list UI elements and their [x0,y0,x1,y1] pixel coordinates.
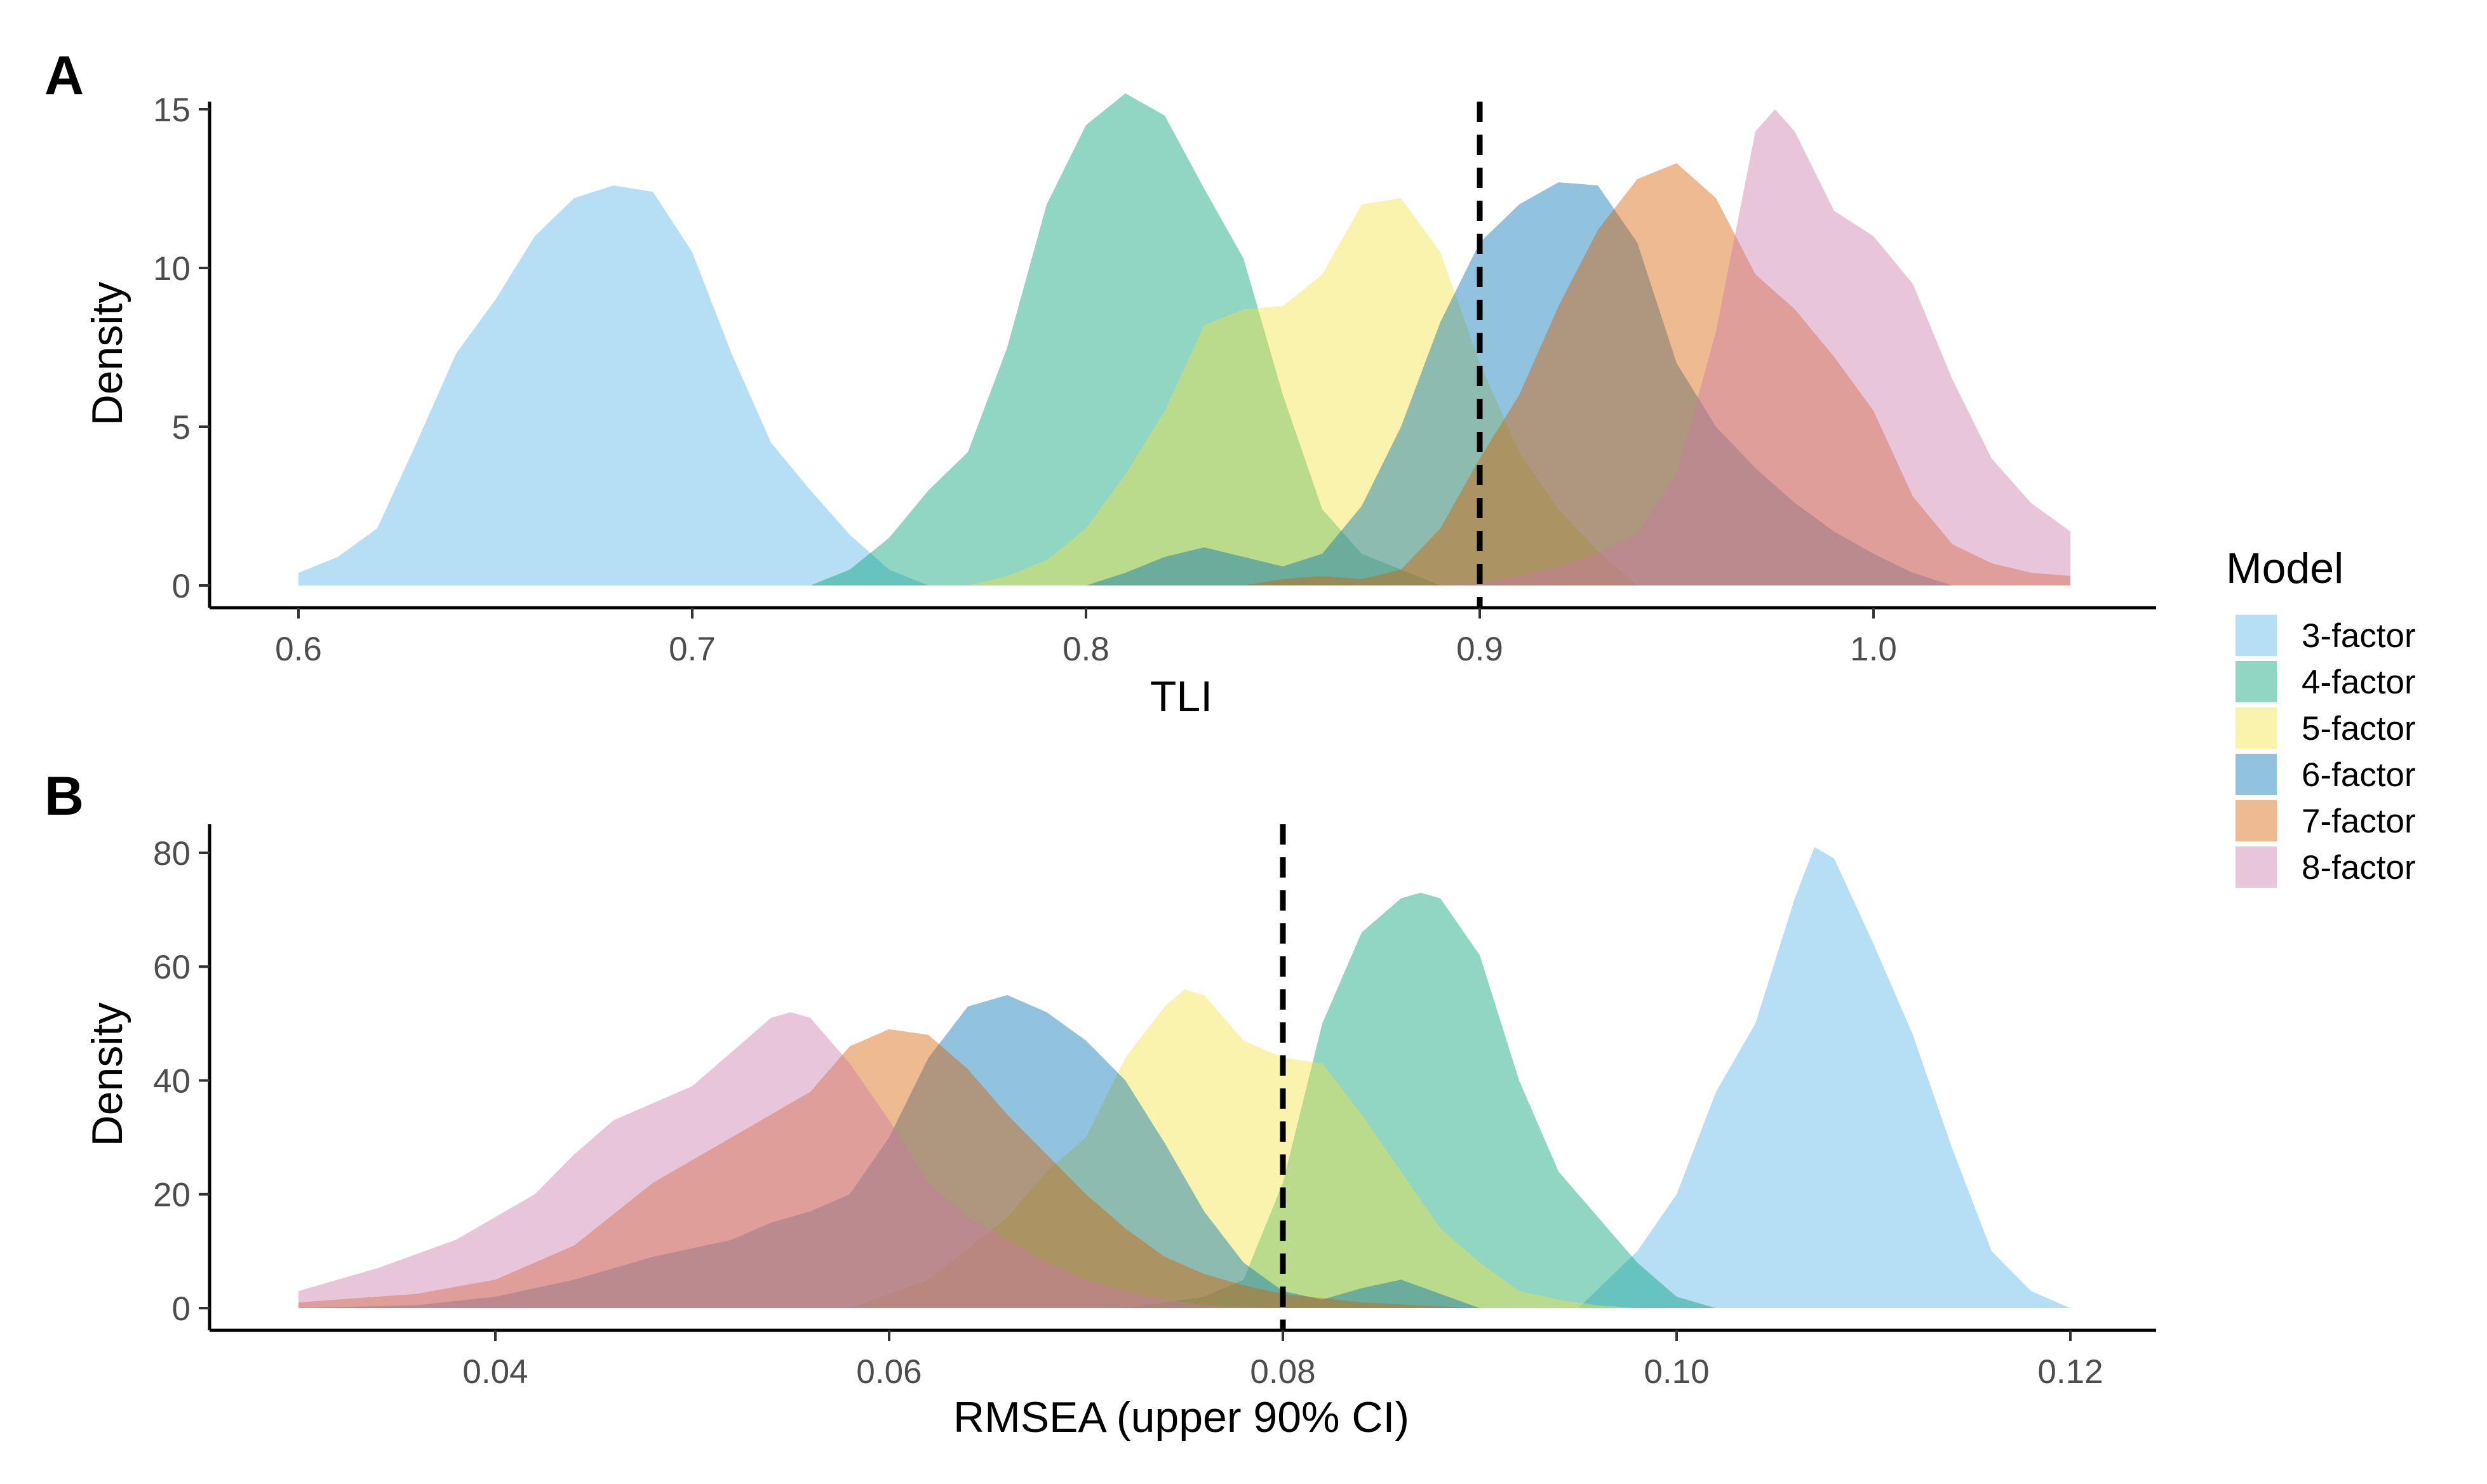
legend-label-3-factor: 3-factor [2302,617,2416,655]
panel-a-x-tick-label: 0.6 [275,631,322,668]
panel-a-y-tick-label: 10 [153,250,191,288]
legend-item-3-factor: 3-factor [2236,615,2416,656]
panel-a-x-tick-label: 0.9 [1456,631,1503,668]
legend-label-6-factor: 6-factor [2302,756,2416,794]
legend-item-6-factor: 6-factor [2236,754,2416,795]
panel-a-x-axis-title: TLI [1150,672,1212,721]
panel-a-density-3-factor [298,185,928,585]
panel-a-density-4-factor [810,93,1440,585]
panel-a-x-tick-label: 1.0 [1850,631,1897,668]
legend-item-7-factor: 7-factor [2236,800,2416,841]
panel-a-x-tick-label: 0.8 [1063,631,1109,668]
panel-a-density-8-factor [1440,109,2070,585]
panel-b-y-tick-label: 40 [153,1062,191,1100]
legend-swatch-3-factor [2236,615,2277,656]
panel-b-x-tick-label: 0.08 [1250,1353,1315,1391]
panel-b-y-tick-label: 0 [172,1290,191,1328]
legend-label-7-factor: 7-factor [2302,803,2416,840]
legend-item-8-factor: 8-factor [2236,846,2416,888]
panel-a-axes: 0.6 0.7 0.8 0.9 1.0 0 5 10 15 [153,91,2156,668]
panel-a-y-tick-label: 5 [172,409,191,446]
panel-b-density-5-factor [850,989,1637,1308]
panel-b-density-6-factor [298,995,1480,1308]
panel-b-y-tick-label: 20 [153,1177,191,1214]
panel-label-b: B [44,766,84,827]
legend-label-4-factor: 4-factor [2302,664,2416,701]
panel-b-axes: 0.04 0.06 0.08 0.10 0.12 0 20 40 60 80 [153,824,2156,1391]
panel-a-density-7-factor [1244,163,2070,585]
panel-b-x-axis-title: RMSEA (upper 90% CI) [953,1393,1409,1441]
legend-title: Model [2226,544,2343,592]
legend-item-4-factor: 4-factor [2236,661,2416,702]
panel-b-rmsea: B 0.04 0.06 0.08 0.10 0.12 0 20 40 60 80 RMSEA (u… [44,766,2156,1441]
legend-swatch-5-factor [2236,707,2277,749]
panel-b-x-tick-label: 0.12 [2037,1353,2103,1391]
legend-swatch-6-factor [2236,754,2277,795]
panel-a-y-axis-title: Density [83,282,131,426]
panel-b-y-axis-title: Density [83,1003,131,1147]
legend-swatch-8-factor [2236,846,2277,888]
panel-b-x-tick-label: 0.06 [856,1353,922,1391]
panel-a-tli: A 0.6 0.7 0.8 0.9 1.0 0 5 10 15 TLI Density [44,45,2156,721]
panel-b-density-8-factor [298,1012,1283,1308]
legend: Model 3-factor 4-factor 5-factor 6-factor 7-… [2226,544,2416,888]
panel-b-density-4-factor [1125,892,1716,1308]
panel-a-density-5-factor [968,198,1637,585]
panel-b-y-tick-label: 60 [153,949,191,986]
panel-b-density-3-factor [1578,847,2070,1308]
panel-b-density-7-factor [298,1029,1480,1308]
panel-a-density-areas [298,93,2070,585]
legend-swatch-7-factor [2236,800,2277,841]
panel-label-a: A [44,45,84,106]
panel-b-x-tick-label: 0.10 [1644,1353,1709,1391]
panel-b-density-areas [298,847,2070,1308]
legend-item-5-factor: 5-factor [2236,707,2416,749]
legend-swatch-4-factor [2236,661,2277,702]
panel-a-y-tick-label: 0 [172,568,191,605]
legend-items: 3-factor 4-factor 5-factor 6-factor 7-factor… [2236,615,2416,888]
legend-label-8-factor: 8-factor [2302,849,2416,886]
panel-b-y-tick-label: 80 [153,835,191,872]
panel-a-y-tick-label: 15 [153,91,191,129]
panel-a-x-tick-label: 0.7 [669,631,716,668]
panel-b-x-tick-label: 0.04 [462,1353,528,1391]
legend-label-5-factor: 5-factor [2302,710,2416,747]
